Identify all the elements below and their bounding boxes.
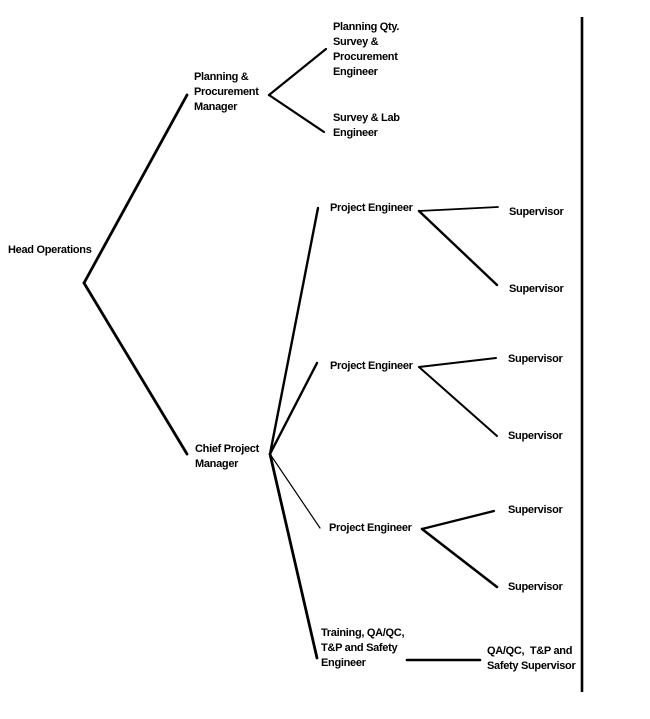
node-qaqc-tp-safety-supervisor: QA/QC, T&P and Safety Supervisor [487, 645, 576, 672]
edge-project-engineer-2-to-supervisor-3 [418, 357, 497, 368]
node-supervisor-5: Supervisor [508, 504, 563, 516]
node-project-engineer-3: Project Engineer [329, 522, 412, 534]
node-supervisor-3: Supervisor [508, 353, 563, 365]
edge-chief-project-manager-to-project-engineer-1 [268, 206, 320, 456]
node-chief-project-manager: Chief Project Manager [195, 443, 259, 470]
edge-project-engineer-3-to-supervisor-5 [420, 509, 496, 531]
edge-project-engineer-1-to-supervisor-1 [418, 206, 499, 212]
edge-head-operations-to-chief-project-manager [82, 281, 189, 456]
edge-planning-procurement-manager-to-survey-lab-engineer [267, 93, 326, 134]
edge-project-engineer-1-to-supervisor-2 [417, 209, 499, 287]
edge-planning-procurement-manager-to-planning-qty-survey-procurement-engineer [267, 47, 328, 97]
node-survey-lab-engineer: Survey & Lab Engineer [333, 112, 400, 139]
node-head-operations: Head Operations [8, 244, 92, 256]
edge-project-engineer-3-to-supervisor-6 [420, 527, 499, 589]
node-supervisor-6: Supervisor [508, 581, 563, 593]
edge-head-operations-to-planning-procurement-manager [82, 93, 189, 285]
node-project-engineer-1: Project Engineer [330, 202, 413, 214]
edge-project-engineer-2-to-supervisor-4 [418, 366, 498, 437]
node-training-qaqc-tp-safety-engineer: Training, QA/QC, T&P and Safety Engineer [321, 627, 405, 669]
node-project-engineer-2: Project Engineer [330, 360, 413, 372]
node-planning-qty-survey-procurement-engineer: Planning Qty. Survey & Procurement Engin… [333, 21, 400, 78]
node-planning-procurement-manager: Planning & Procurement Manager [194, 71, 259, 113]
edge-chief-project-manager-to-training-qaqc-tp-safety-engineer [268, 452, 319, 660]
node-supervisor-1: Supervisor [509, 206, 564, 218]
edge-chief-project-manager-to-project-engineer-3 [269, 453, 321, 529]
edge-chief-project-manager-to-project-engineer-2 [268, 361, 319, 456]
node-supervisor-2: Supervisor [509, 283, 564, 295]
node-supervisor-4: Supervisor [508, 430, 563, 442]
